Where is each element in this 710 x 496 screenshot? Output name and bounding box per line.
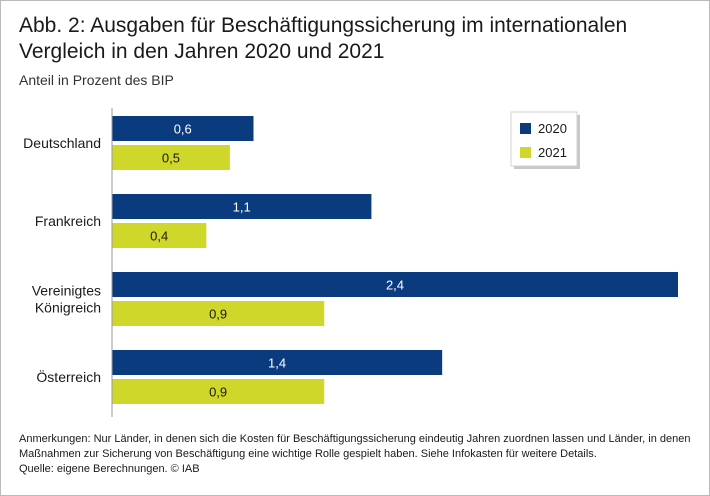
category-label-3: Österreich <box>36 368 101 385</box>
legend-label-2020: 2020 <box>538 121 567 136</box>
category-label-1: Frankreich <box>35 213 101 229</box>
bar-value-label-2021-3: 0,9 <box>209 385 227 400</box>
bar-value-label-2020-1: 1,1 <box>233 200 251 215</box>
category-label-0: Deutschland <box>23 135 101 151</box>
bar-2021-1 <box>112 223 207 248</box>
bar-2021-2 <box>112 301 325 326</box>
bar-2020-3 <box>112 350 443 375</box>
category-label-2-1: Königreich <box>35 300 101 316</box>
bar-value-label-2021-2: 0,9 <box>209 307 227 322</box>
chart-notes: Anmerkungen: Nur Länder, in denen sich d… <box>19 432 709 477</box>
bar-2020-2 <box>112 272 678 297</box>
legend-label-2021: 2021 <box>538 145 567 160</box>
bar-value-label-2020-2: 2,4 <box>386 278 404 293</box>
remarks-text: Anmerkungen: Nur Länder, in denen sich d… <box>19 433 691 460</box>
chart-subtitle: Anteil in Prozent des BIP <box>19 72 174 88</box>
bar-2020-0 <box>112 116 254 141</box>
category-label-2-0: Vereinigtes <box>32 283 101 299</box>
bar-2021-0 <box>112 145 230 170</box>
bar-value-label-2020-3: 1,4 <box>268 356 286 371</box>
bar-2020-1 <box>112 194 372 219</box>
legend-swatch-2020 <box>520 123 531 134</box>
legend-box <box>510 111 578 167</box>
bar-value-label-2020-0: 0,6 <box>174 122 192 137</box>
legend-swatch-2021 <box>520 147 531 158</box>
bar-value-label-2021-1: 0,4 <box>150 229 168 244</box>
bar-value-label-2021-0: 0,5 <box>162 151 180 166</box>
chart-title: Abb. 2: Ausgaben für Beschäftigungssiche… <box>19 14 628 63</box>
bar-2021-3 <box>112 379 325 404</box>
source-text: Quelle: eigene Berechnungen. © IAB <box>19 463 200 475</box>
